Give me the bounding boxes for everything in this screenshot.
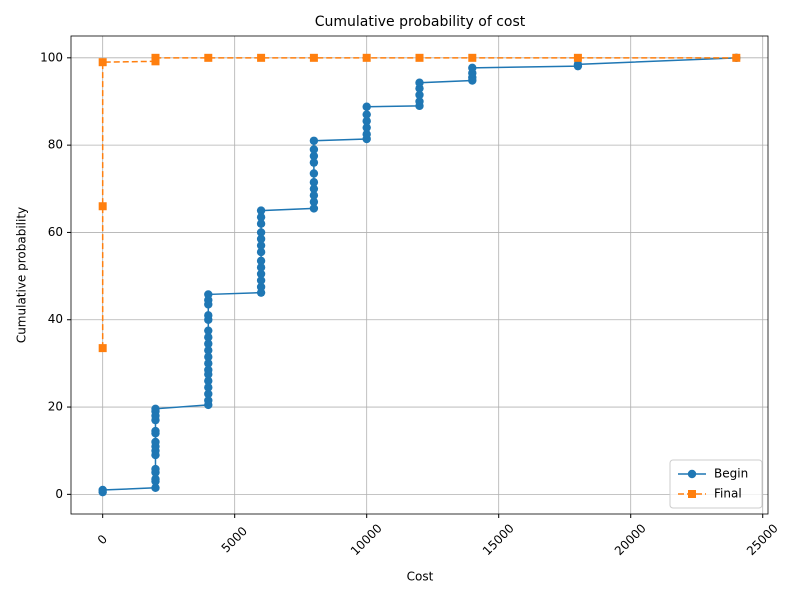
marker (204, 53, 213, 62)
marker (309, 204, 319, 213)
plot-data (98, 53, 741, 497)
marker (204, 339, 213, 348)
marker (204, 396, 213, 405)
y-axis-label: Cumulative probability (15, 207, 29, 343)
marker (362, 102, 371, 111)
marker (151, 464, 160, 474)
marker (309, 197, 319, 207)
y-tick-label: 40 (48, 312, 63, 326)
marker (415, 78, 424, 87)
marker (309, 169, 319, 178)
legend: Begin Final (669, 459, 763, 509)
marker (362, 110, 371, 119)
marker (732, 53, 741, 62)
marker (151, 474, 160, 484)
marker (415, 97, 424, 106)
marker (256, 228, 266, 237)
marker (309, 136, 319, 145)
marker (204, 383, 213, 392)
marker (309, 151, 319, 161)
marker (204, 326, 213, 335)
marker (688, 490, 696, 498)
y-tick-label: 0 (55, 487, 63, 501)
marker (309, 178, 319, 187)
plot-frame (70, 35, 769, 515)
marker (151, 53, 160, 62)
marker (204, 352, 213, 362)
marker (256, 241, 266, 250)
marker (151, 404, 160, 413)
marker (309, 53, 318, 62)
marker (362, 123, 371, 132)
marker (256, 256, 266, 266)
marker (256, 269, 266, 279)
y-tick-label: 80 (48, 138, 63, 152)
marker (257, 53, 266, 62)
marker (256, 263, 266, 272)
y-tick-label: 100 (40, 50, 63, 64)
marker (204, 346, 213, 355)
marker (256, 282, 266, 292)
marker (309, 145, 319, 154)
marker (204, 376, 213, 386)
marker (204, 365, 213, 375)
x-axis-label: Cost (407, 570, 434, 584)
marker (687, 469, 697, 479)
marker (151, 483, 160, 493)
marker (362, 130, 371, 139)
marker (98, 202, 107, 211)
marker (468, 63, 477, 73)
marker (151, 426, 160, 436)
marker (204, 311, 213, 320)
marker (573, 60, 583, 69)
marker (256, 206, 266, 215)
marker (204, 290, 213, 299)
marker (204, 359, 213, 368)
marker (204, 333, 213, 342)
marker (362, 53, 371, 62)
marker (415, 53, 424, 62)
marker (151, 437, 160, 447)
marker (98, 485, 107, 495)
marker (468, 53, 477, 62)
y-tick-label: 60 (48, 225, 63, 239)
marker (309, 158, 319, 167)
marker (256, 276, 266, 285)
chart-title: Cumulative probability of cost (315, 14, 526, 30)
marker (573, 53, 582, 62)
marker (256, 212, 266, 222)
marker (98, 58, 107, 67)
legend-label: Final (714, 487, 742, 501)
marker (415, 90, 424, 100)
marker (98, 344, 107, 353)
marker (256, 247, 266, 257)
marker (362, 116, 371, 126)
marker (256, 219, 266, 228)
legend-label: Begin (714, 467, 748, 481)
marker (309, 184, 319, 193)
y-tick-label: 20 (48, 400, 63, 414)
marker (309, 191, 319, 200)
marker (204, 389, 213, 399)
marker (256, 234, 266, 244)
